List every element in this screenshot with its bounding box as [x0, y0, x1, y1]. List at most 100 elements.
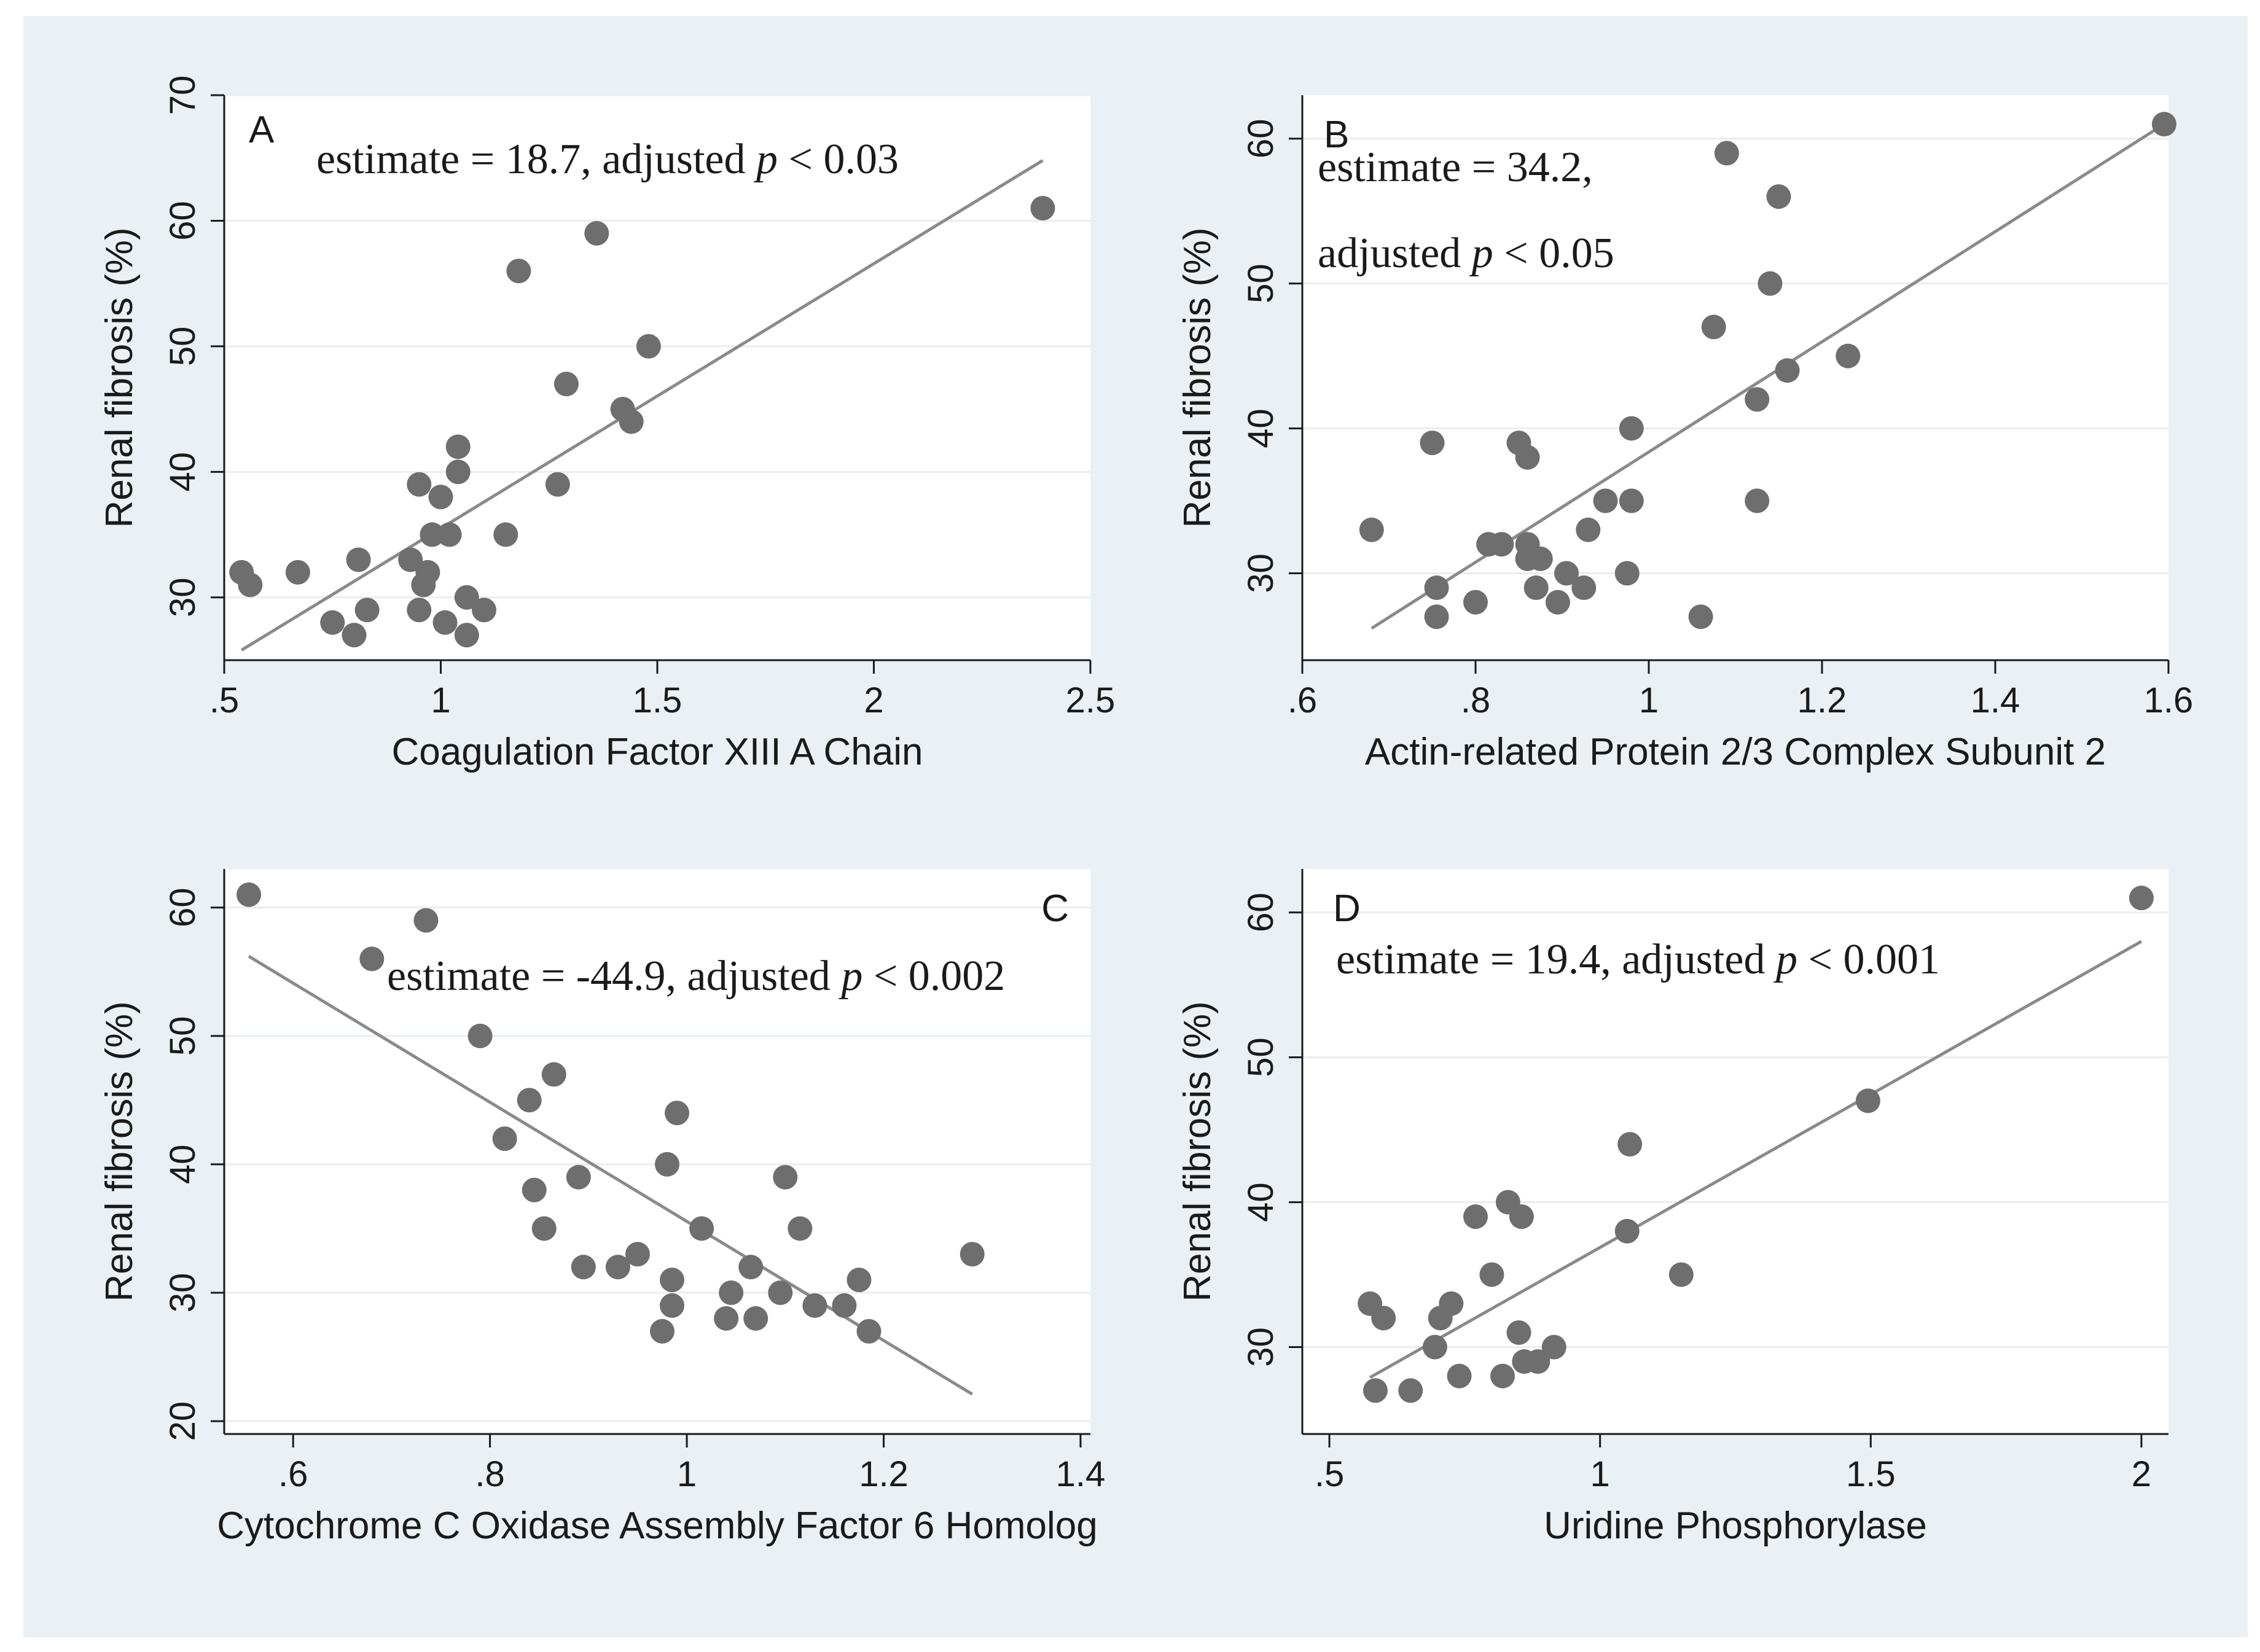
- x-tick-label: 2: [2132, 1454, 2151, 1494]
- y-tick-label: 40: [163, 1145, 203, 1185]
- data-point: [320, 610, 345, 635]
- data-point: [743, 1306, 768, 1331]
- estimate-annotation: estimate = -44.9, adjusted p < 0.002: [387, 953, 1005, 1000]
- data-point: [719, 1280, 744, 1305]
- y-tick-label: 20: [163, 1401, 203, 1441]
- x-tick-label: 1.2: [859, 1454, 909, 1494]
- x-axis-title: Uridine Phosphorylase: [1544, 1505, 1927, 1547]
- data-point: [832, 1293, 857, 1318]
- data-point: [1836, 343, 1861, 368]
- data-point: [1489, 532, 1514, 557]
- data-point: [2151, 112, 2176, 137]
- data-point: [445, 434, 471, 459]
- data-point: [571, 1255, 596, 1280]
- y-tick-label: 30: [163, 578, 203, 618]
- data-point: [636, 333, 661, 359]
- y-tick-label: 60: [1241, 119, 1281, 159]
- y-tick-label: 40: [163, 452, 203, 492]
- data-point: [665, 1101, 690, 1126]
- data-point: [553, 372, 579, 397]
- panel-letter: D: [1333, 887, 1361, 930]
- data-point: [354, 598, 380, 623]
- x-axis-title: Cytochrome C Oxidase Assembly Factor 6 H…: [217, 1505, 1097, 1547]
- data-point: [522, 1177, 547, 1202]
- data-point: [492, 1126, 517, 1151]
- data-point: [1506, 1320, 1531, 1345]
- data-point: [1614, 1218, 1640, 1244]
- data-point: [847, 1268, 872, 1293]
- data-point: [428, 485, 453, 510]
- annotation-p: p: [1773, 936, 1797, 983]
- x-axis-title: Actin-related Protein 2/3 Complex Subuni…: [1365, 731, 2106, 773]
- data-point: [605, 1255, 630, 1280]
- y-tick-label: 50: [163, 327, 203, 367]
- data-point: [1745, 488, 1770, 513]
- y-tick-label: 60: [163, 201, 203, 241]
- data-point: [768, 1280, 793, 1305]
- data-point: [432, 610, 458, 635]
- data-point: [238, 572, 263, 598]
- data-point: [660, 1293, 685, 1318]
- y-tick-label: 50: [1241, 1037, 1281, 1077]
- chart-panel-d: 30 40 50 60 .5 1 1.5 2 Renal fibrosis (%) Uridine…: [1176, 869, 2168, 1547]
- data-point: [1463, 1204, 1488, 1229]
- data-point: [517, 1088, 542, 1113]
- data-point: [359, 946, 385, 972]
- data-point: [445, 459, 471, 485]
- annotation-prefix: estimate = -44.9, adjusted: [387, 953, 841, 1000]
- x-tick-label: .5: [1315, 1454, 1344, 1494]
- estimate-annotation: adjusted p < 0.05: [1318, 230, 1614, 277]
- x-tick-label: 2.5: [1066, 680, 1116, 720]
- data-point: [1688, 604, 1713, 629]
- annotation-p: p: [838, 953, 862, 1000]
- y-axis-title: Renal fibrosis (%): [1176, 1001, 1219, 1301]
- data-point: [788, 1216, 813, 1241]
- data-point: [2129, 886, 2154, 911]
- annotation-suffix: < 0.05: [1493, 230, 1614, 277]
- data-point: [566, 1164, 591, 1190]
- data-point: [346, 547, 371, 572]
- data-point: [1515, 445, 1540, 470]
- regression-line: [1369, 940, 2143, 1379]
- data-point: [1545, 590, 1570, 615]
- data-point: [1525, 1349, 1550, 1374]
- chart-panel-c: 20 30 40 50 60 .6 .8 1 1.2 1.4 Renal fibrosis (%) C…: [98, 869, 1105, 1547]
- data-point: [1359, 517, 1384, 542]
- data-point: [454, 623, 479, 648]
- data-point: [1619, 416, 1644, 441]
- data-point: [1371, 1306, 1396, 1331]
- data-point: [285, 559, 310, 585]
- y-tick-label: 70: [163, 76, 203, 115]
- y-tick-label: 40: [1241, 1182, 1281, 1222]
- data-point: [1576, 517, 1601, 542]
- x-tick-label: .6: [278, 1454, 308, 1494]
- data-point: [472, 598, 496, 623]
- data-point: [398, 547, 423, 572]
- data-point: [1775, 358, 1800, 383]
- data-point: [584, 220, 609, 246]
- x-tick-label: 1: [1639, 680, 1659, 720]
- chart-panel-a: 30 40 50 60 70 .5 1 1.5 2 2.5 Renal fibrosis (%) Co…: [98, 76, 1115, 773]
- data-point: [407, 472, 432, 497]
- y-tick-label: 50: [1241, 263, 1281, 303]
- data-point: [237, 882, 262, 907]
- x-tick-label: 1: [431, 680, 450, 720]
- data-point: [454, 585, 479, 610]
- data-point: [1509, 1204, 1534, 1229]
- x-tick-label: 1.5: [633, 680, 682, 720]
- y-tick-label: 60: [1241, 893, 1281, 933]
- data-point: [1541, 1334, 1566, 1360]
- data-point: [545, 472, 570, 497]
- data-point: [773, 1164, 798, 1190]
- plot-area: [1302, 869, 2168, 1434]
- data-point: [541, 1062, 566, 1087]
- x-tick-label: .5: [209, 680, 239, 720]
- y-axis-title: Renal fibrosis (%): [98, 1001, 141, 1301]
- panel-letter: A: [249, 109, 275, 151]
- data-point: [342, 623, 367, 648]
- data-point: [1420, 431, 1445, 456]
- data-point: [467, 1023, 493, 1048]
- x-tick-label: 1.2: [1797, 680, 1847, 720]
- data-point: [1439, 1291, 1464, 1316]
- data-point: [415, 559, 440, 585]
